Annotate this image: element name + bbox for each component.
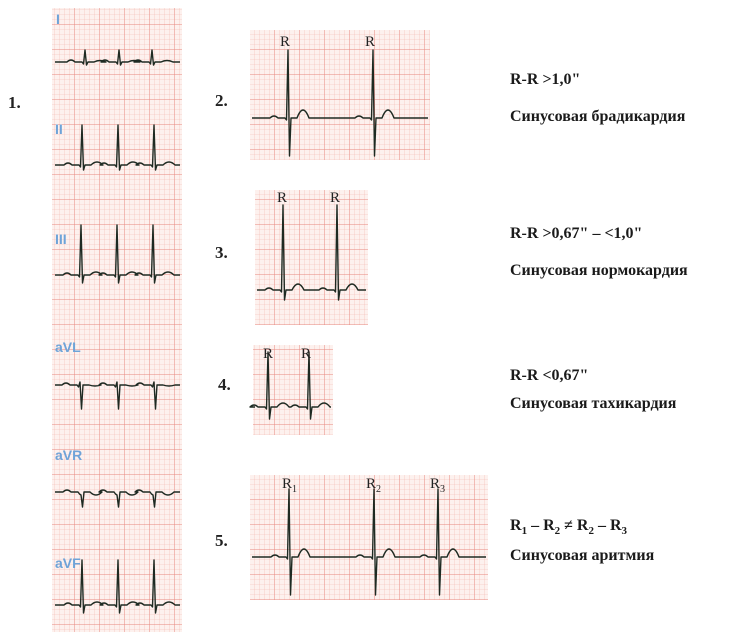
criterion: R-R >1,0" xyxy=(510,71,580,88)
r-label: R xyxy=(280,34,290,50)
rhythm-name: Синусовая тахикардия xyxy=(510,395,677,412)
figure-number: 5. xyxy=(215,531,228,550)
ecg-trace xyxy=(252,49,428,157)
r-label: R3 xyxy=(430,476,445,495)
ecg-trace xyxy=(249,351,331,420)
r-base: R xyxy=(282,476,292,492)
lead-label: III xyxy=(55,231,67,247)
r-sub: 1 xyxy=(292,484,297,495)
r-base: R xyxy=(430,476,440,492)
ecg-grid xyxy=(250,475,488,600)
r-label: R1 xyxy=(282,476,297,495)
criterion: R-R <0,67" xyxy=(510,367,588,384)
r-label: R xyxy=(301,346,311,362)
formula: R1 – R2 ≠ R2 – R3 xyxy=(510,517,628,537)
ecg-trace xyxy=(257,204,366,301)
ecg-grid xyxy=(250,30,430,160)
formula-part: R xyxy=(510,517,522,534)
figure-number: 4. xyxy=(218,375,231,394)
formula-part: R xyxy=(610,517,622,534)
r-label: R xyxy=(277,190,287,206)
r-label: R xyxy=(330,190,340,206)
ecg-trace xyxy=(55,489,180,508)
ecg-trace xyxy=(252,488,486,596)
lead-label: aVL xyxy=(55,339,81,355)
r-label: R2 xyxy=(366,476,381,495)
r-sub: 3 xyxy=(440,484,445,495)
formula-part: – xyxy=(594,517,610,534)
ecg-trace xyxy=(55,559,180,614)
ecg-trace xyxy=(55,381,180,410)
r-sub: 2 xyxy=(376,484,381,495)
r-label: R xyxy=(365,34,375,50)
formula-sub: 2 xyxy=(588,525,594,537)
rhythm-name: Синусовая брадикардия xyxy=(510,108,686,125)
ecg-trace xyxy=(55,124,180,171)
ecg-grid xyxy=(255,190,368,325)
ecg-trace xyxy=(55,49,180,66)
lead-label: I xyxy=(56,11,60,27)
r-base: R xyxy=(366,476,376,492)
lead-label: aVF xyxy=(55,555,81,571)
ecg-trace xyxy=(55,224,180,284)
formula-sub: 1 xyxy=(522,525,528,537)
lead-label: aVR xyxy=(55,447,82,463)
rhythm-name: Синусовая аритмия xyxy=(510,547,655,564)
formula-part: R xyxy=(543,517,555,534)
formula-part: R xyxy=(577,517,589,534)
formula-part: – xyxy=(527,517,543,534)
figure-number: 1. xyxy=(8,93,21,112)
formula-part: ≠ xyxy=(560,517,577,534)
criterion: R-R >0,67" – <1,0" xyxy=(510,225,642,242)
lead-label: II xyxy=(55,121,63,137)
formula-sub: 3 xyxy=(622,525,628,537)
figure-number: 3. xyxy=(215,243,228,262)
traces xyxy=(55,49,486,614)
rhythm-name: Синусовая нормокардия xyxy=(510,262,688,279)
ecg-grid xyxy=(52,8,182,632)
r-label: R xyxy=(263,346,273,362)
figure-number: 2. xyxy=(215,91,228,110)
formula-sub: 2 xyxy=(555,525,561,537)
